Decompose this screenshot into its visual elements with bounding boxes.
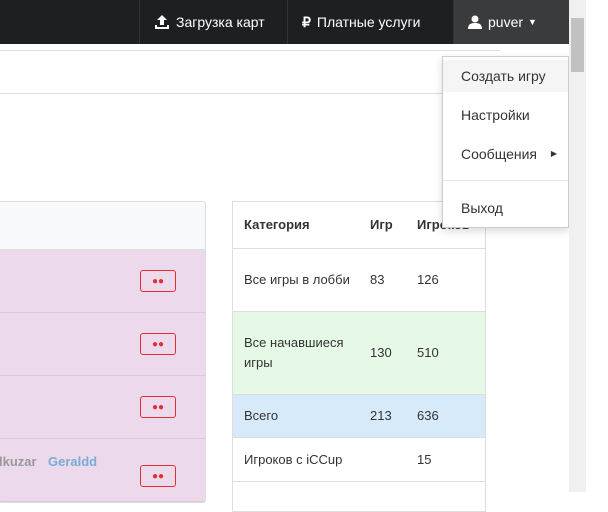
players-cell: 15 bbox=[406, 437, 486, 482]
column-header: Категория bbox=[232, 201, 359, 249]
navbar: Загрузка карт ₽ Платные услуги puver ▼ bbox=[0, 0, 569, 44]
glasses-icon: ●● bbox=[151, 338, 165, 350]
player-name[interactable]: Geraldd bbox=[48, 454, 98, 469]
upload-icon bbox=[155, 15, 169, 29]
scrollbar[interactable] bbox=[569, 0, 586, 492]
caret-right-icon: ▶ bbox=[550, 149, 557, 158]
watch-button[interactable]: ●● bbox=[140, 270, 176, 292]
players-cell: 636 bbox=[406, 394, 486, 438]
game-row[interactable]: ●● bbox=[0, 250, 205, 313]
players-cell: 510 bbox=[406, 311, 486, 395]
category-cell: Все игры в лобби bbox=[232, 248, 359, 312]
table-row: Все игры в лобби 83 126 bbox=[232, 248, 486, 312]
ruble-icon: ₽ bbox=[302, 13, 311, 30]
caret-down-icon: ▼ bbox=[528, 17, 537, 27]
messages-label: Сообщения bbox=[461, 146, 537, 162]
table-row: Игроков с iCCup 15 bbox=[232, 437, 486, 482]
user-dropdown-menu: Создать игру Настройки Сообщения ▶ Выход bbox=[442, 56, 569, 228]
games-cell bbox=[359, 437, 406, 482]
paid-services-link[interactable]: ₽ Платные услуги bbox=[287, 0, 453, 44]
menu-divider bbox=[443, 180, 568, 181]
paid-label: Платные услуги bbox=[316, 14, 421, 30]
scrollbar-thumb[interactable] bbox=[571, 18, 584, 72]
watch-button[interactable]: ●● bbox=[140, 396, 176, 418]
table-row: Всего 213 636 bbox=[232, 394, 486, 438]
menu-item-settings[interactable]: Настройки bbox=[461, 107, 530, 123]
upload-label: Загрузка карт bbox=[176, 14, 265, 30]
menu-item-messages[interactable]: Сообщения ▶ bbox=[443, 138, 557, 170]
table-row bbox=[232, 481, 486, 512]
game-row[interactable]: lkuzar Geraldd ●● bbox=[0, 439, 205, 502]
menu-item-logout[interactable]: Выход bbox=[461, 200, 503, 216]
upload-maps-link[interactable]: Загрузка карт bbox=[139, 0, 287, 44]
menu-item-create-game[interactable]: Создать игру bbox=[443, 60, 568, 92]
category-cell: Всего bbox=[232, 394, 359, 438]
games-panel-header bbox=[0, 202, 205, 250]
user-icon bbox=[468, 15, 482, 29]
game-row[interactable]: ●● bbox=[0, 376, 205, 439]
game-row[interactable]: ●● bbox=[0, 313, 205, 376]
top-bar bbox=[0, 50, 500, 94]
glasses-icon: ●● bbox=[151, 401, 165, 413]
category-cell: Игроков с iCCup bbox=[232, 437, 359, 482]
games-cell: 213 bbox=[359, 394, 406, 438]
games-cell: 83 bbox=[359, 248, 406, 312]
category-cell: Все начавшиеся игры bbox=[232, 311, 359, 395]
username: puver bbox=[488, 14, 524, 30]
user-menu-toggle[interactable]: puver ▼ bbox=[453, 0, 569, 44]
glasses-icon: ●● bbox=[151, 275, 165, 287]
games-panel: ●● ●● ●● lkuzar Geraldd ●● bbox=[0, 201, 206, 503]
column-header: Игр bbox=[359, 201, 406, 249]
players-cell: 126 bbox=[406, 248, 486, 312]
table-row: Все начавшиеся игры 130 510 bbox=[232, 311, 486, 395]
watch-button[interactable]: ●● bbox=[140, 465, 176, 487]
games-cell: 130 bbox=[359, 311, 406, 395]
stats-table: КатегорияИгрИгроков Все игры в лобби8312… bbox=[232, 201, 486, 512]
glasses-icon: ●● bbox=[151, 470, 165, 482]
player-name[interactable]: lkuzar bbox=[0, 454, 37, 469]
watch-button[interactable]: ●● bbox=[140, 333, 176, 355]
